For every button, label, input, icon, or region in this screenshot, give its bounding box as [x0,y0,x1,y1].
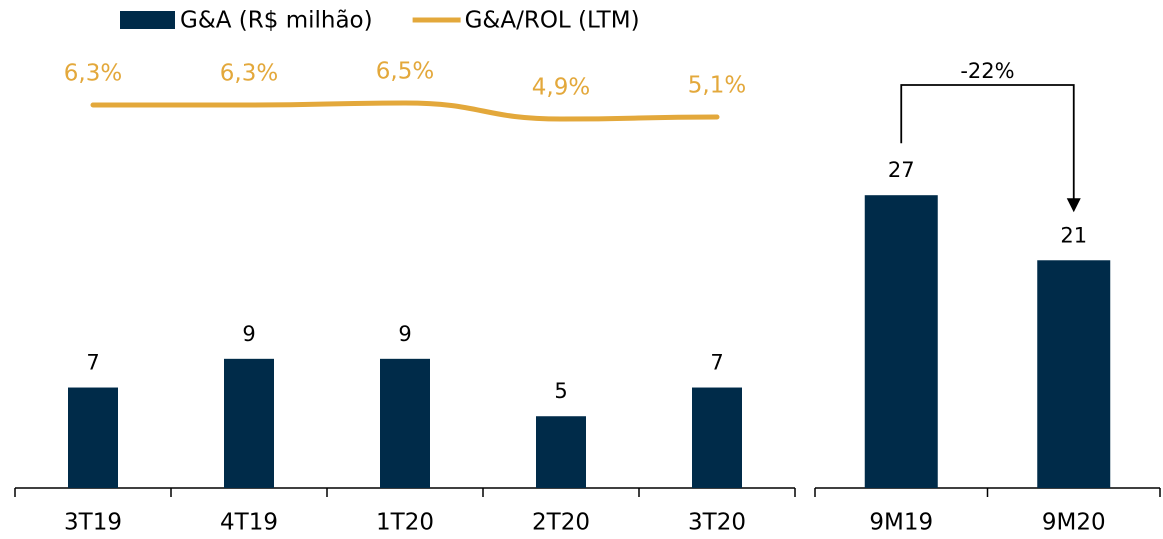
bar [224,358,274,488]
annotation-arrow [900,84,1075,203]
line-label: 6,3% [64,61,122,87]
annotation: -22% [960,59,1014,83]
legend-label: G&A/ROL (LTM) [465,8,640,34]
x-tick-label: 9M19 [869,510,933,536]
bar [536,416,586,488]
x-tick-label: 4T19 [220,510,278,536]
line-label: 6,3% [220,61,278,87]
data-label: 5 [554,379,567,403]
data-label: 7 [86,351,99,375]
data-label: 27 [888,158,915,182]
data-label: 9 [242,322,255,346]
x-tick-label: 1T20 [376,510,434,536]
arrow-head [1066,198,1081,213]
legend-swatch [120,11,175,29]
bar [68,387,118,488]
x-tick-label: 3T19 [64,510,122,536]
line [90,100,720,122]
line-label: 4,9% [532,75,590,101]
data-label: 7 [710,351,723,375]
data-label: 9 [398,322,411,346]
bar [692,387,742,488]
legend-label: G&A (R$ milhão) [180,8,373,34]
x-tick-label: 9M20 [1042,510,1106,536]
bar [864,195,938,488]
bar [1037,260,1111,488]
x-tick-label: 3T20 [688,510,746,536]
x-tick-label: 2T20 [532,510,590,536]
data-label: 21 [1060,223,1087,247]
line-label: 6,5% [376,59,434,85]
bar [380,358,430,488]
line-label: 5,1% [688,73,746,99]
